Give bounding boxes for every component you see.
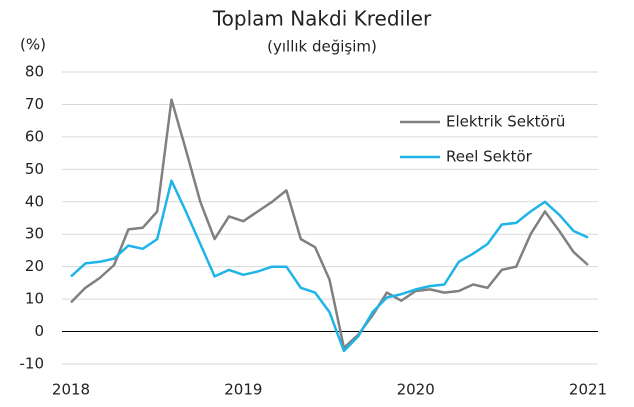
legend-label: Reel Sektör	[446, 148, 533, 166]
chart-title: Toplam Nakdi Krediler	[212, 7, 432, 31]
x-tick-label: 2019	[224, 381, 262, 399]
y-tick-label: 30	[25, 225, 44, 243]
y-tick-label: 50	[25, 160, 44, 178]
legend-label: Elektrik Sektörü	[446, 113, 565, 131]
x-tick-label: 2018	[52, 381, 90, 399]
y-axis-label: (%)	[20, 36, 46, 54]
y-tick-label: -10	[20, 355, 45, 373]
x-tick-label: 2021	[569, 381, 607, 399]
y-tick-label: 0	[34, 322, 44, 340]
y-tick-label: 40	[25, 192, 44, 210]
y-tick-label: 60	[25, 127, 44, 145]
chart-subtitle: (yıllık değişim)	[267, 38, 377, 56]
y-tick-label: 80	[25, 63, 44, 81]
y-tick-label: 70	[25, 95, 44, 113]
y-tick-label: 20	[25, 257, 44, 275]
x-tick-label: 2020	[397, 381, 435, 399]
series-line	[70, 98, 589, 350]
series-line	[70, 179, 589, 353]
y-tick-label: 10	[25, 290, 44, 308]
